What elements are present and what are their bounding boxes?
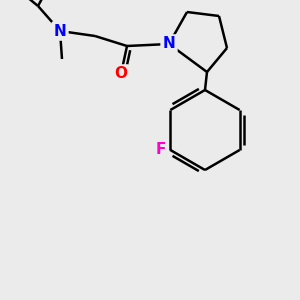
Text: O: O xyxy=(115,67,128,82)
Text: N: N xyxy=(54,23,66,38)
Text: N: N xyxy=(163,37,176,52)
Text: F: F xyxy=(155,142,166,158)
